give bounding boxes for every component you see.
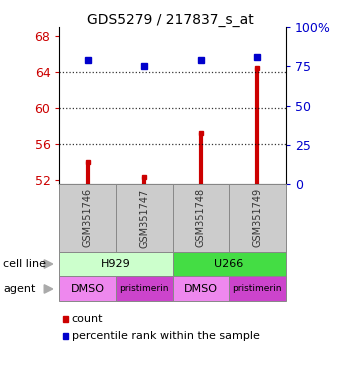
Text: DMSO: DMSO [71, 284, 105, 294]
Text: DMSO: DMSO [184, 284, 218, 294]
Text: agent: agent [3, 284, 36, 294]
Text: GSM351748: GSM351748 [196, 189, 206, 247]
Text: H929: H929 [101, 259, 131, 269]
Text: GDS5279 / 217837_s_at: GDS5279 / 217837_s_at [87, 13, 253, 27]
Text: count: count [72, 314, 103, 324]
Text: percentile rank within the sample: percentile rank within the sample [72, 331, 260, 341]
Text: pristimerin: pristimerin [120, 285, 169, 293]
Text: cell line: cell line [3, 259, 46, 269]
Text: GSM351749: GSM351749 [252, 189, 262, 247]
Text: GSM351746: GSM351746 [83, 189, 93, 247]
Text: U266: U266 [215, 259, 244, 269]
Text: GSM351747: GSM351747 [139, 188, 149, 248]
Text: pristimerin: pristimerin [233, 285, 282, 293]
